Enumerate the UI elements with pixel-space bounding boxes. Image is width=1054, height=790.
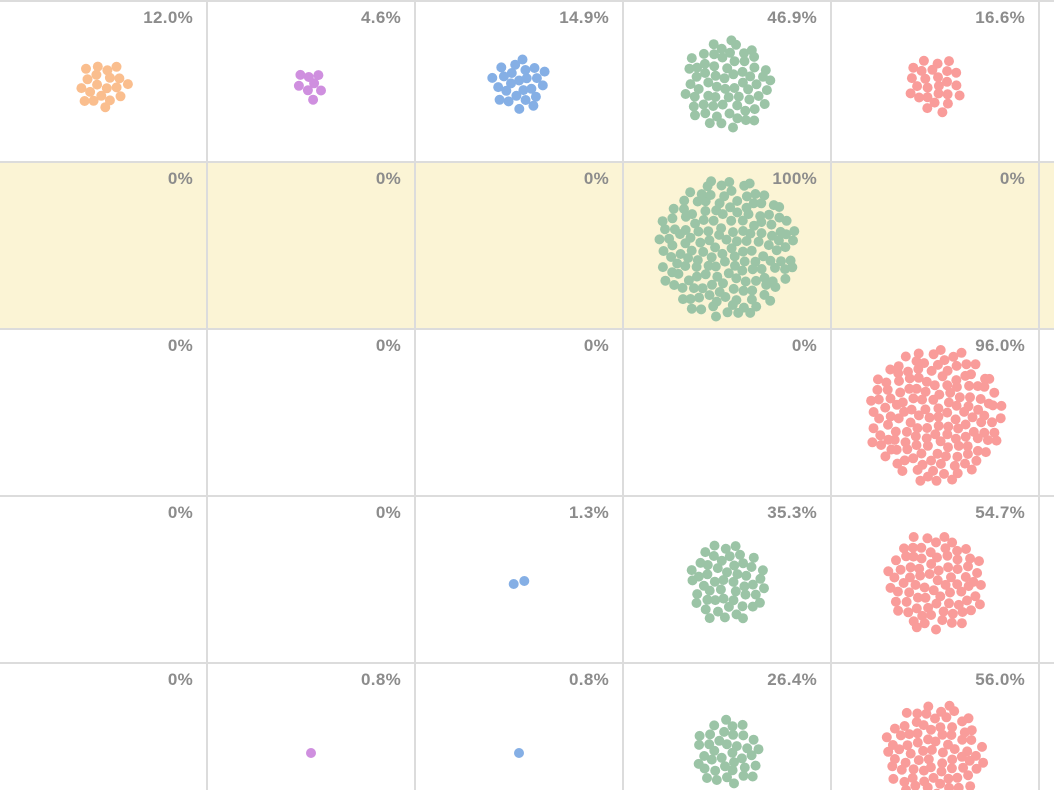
cell-r3-c3[interactable]: 0% xyxy=(416,330,622,495)
percentage-label: 14.9% xyxy=(559,8,609,27)
cell-r4-c6-partial xyxy=(1040,497,1054,662)
percentage-label: 0% xyxy=(583,169,609,188)
dot-cluster xyxy=(508,576,530,589)
dot-cluster xyxy=(905,55,965,118)
dot-cluster xyxy=(76,61,133,113)
cell-r1-c5[interactable]: 16.6% xyxy=(832,2,1038,161)
cell-r2-c1[interactable]: 0% xyxy=(0,163,206,328)
dot-cluster xyxy=(293,69,326,105)
percentage-label: 0% xyxy=(999,169,1025,188)
percentage-label: 1.3% xyxy=(569,503,609,522)
percentage-label: 56.0% xyxy=(975,670,1025,689)
cell-r2-c3[interactable]: 0% xyxy=(416,163,622,328)
cell-r5-c6-partial xyxy=(1040,664,1054,790)
percentage-label: 4.6% xyxy=(361,8,401,27)
dot-cluster xyxy=(693,714,764,789)
cell-r2-c2[interactable]: 0% xyxy=(208,163,414,328)
percentage-label: 0.8% xyxy=(361,670,401,689)
percentage-label: 0% xyxy=(167,670,193,689)
percentage-label: 35.3% xyxy=(767,503,817,522)
percentage-label: 0% xyxy=(583,336,609,355)
percentage-label: 100% xyxy=(772,169,817,188)
cell-r3-c1[interactable]: 0% xyxy=(0,330,206,495)
cell-r4-c4[interactable]: 35.3% xyxy=(624,497,830,662)
percentage-label: 0% xyxy=(167,169,193,188)
percentage-label: 0.8% xyxy=(569,670,609,689)
percentage-label: 0% xyxy=(375,169,401,188)
percentage-label: 26.4% xyxy=(767,670,817,689)
cell-r2-c6-partial xyxy=(1040,163,1054,328)
percentage-label: 54.7% xyxy=(975,503,1025,522)
percentage-label: 12.0% xyxy=(143,8,193,27)
cell-r3-c2[interactable]: 0% xyxy=(208,330,414,495)
cell-r2-c4[interactable]: 100% xyxy=(624,163,830,328)
cell-r2-c5[interactable]: 0% xyxy=(832,163,1038,328)
dot-cluster xyxy=(866,345,1007,486)
dot-cluster xyxy=(686,540,769,624)
dot-cluster xyxy=(883,532,986,635)
cell-r5-c1[interactable]: 0% xyxy=(0,664,206,790)
cell-r4-c1[interactable]: 0% xyxy=(0,497,206,662)
percentage-label: 96.0% xyxy=(975,336,1025,355)
percentage-label: 0% xyxy=(167,503,193,522)
cell-r5-c3[interactable]: 0.8% xyxy=(416,664,622,790)
cell-r5-c4[interactable]: 26.4% xyxy=(624,664,830,790)
cell-r1-c3[interactable]: 14.9% xyxy=(416,2,622,161)
percentage-label: 0% xyxy=(791,336,817,355)
percentage-label: 46.9% xyxy=(767,8,817,27)
cell-r4-c2[interactable]: 0% xyxy=(208,497,414,662)
dot-cluster xyxy=(306,748,316,758)
dot-cluster xyxy=(680,35,776,133)
dot-cluster xyxy=(514,748,524,758)
cell-r5-c5[interactable]: 56.0% xyxy=(832,664,1038,790)
cell-r4-c5[interactable]: 54.7% xyxy=(832,497,1038,662)
cell-r3-c4[interactable]: 0% xyxy=(624,330,830,495)
dot-cluster xyxy=(881,700,989,790)
dot-cluster xyxy=(487,54,550,114)
dot-cluster xyxy=(654,176,800,322)
cell-r1-c2[interactable]: 4.6% xyxy=(208,2,414,161)
cell-r1-c6-partial xyxy=(1040,2,1054,161)
cell-r4-c3[interactable]: 1.3% xyxy=(416,497,622,662)
percentage-label: 0% xyxy=(167,336,193,355)
cell-r5-c2[interactable]: 0.8% xyxy=(208,664,414,790)
percentage-label: 16.6% xyxy=(975,8,1025,27)
cell-r1-c1[interactable]: 12.0% xyxy=(0,2,206,161)
cell-r3-c6-partial xyxy=(1040,330,1054,495)
percentage-label: 0% xyxy=(375,503,401,522)
percentage-label: 0% xyxy=(375,336,401,355)
cell-r3-c5[interactable]: 96.0% xyxy=(832,330,1038,495)
cell-r1-c4[interactable]: 46.9% xyxy=(624,2,830,161)
